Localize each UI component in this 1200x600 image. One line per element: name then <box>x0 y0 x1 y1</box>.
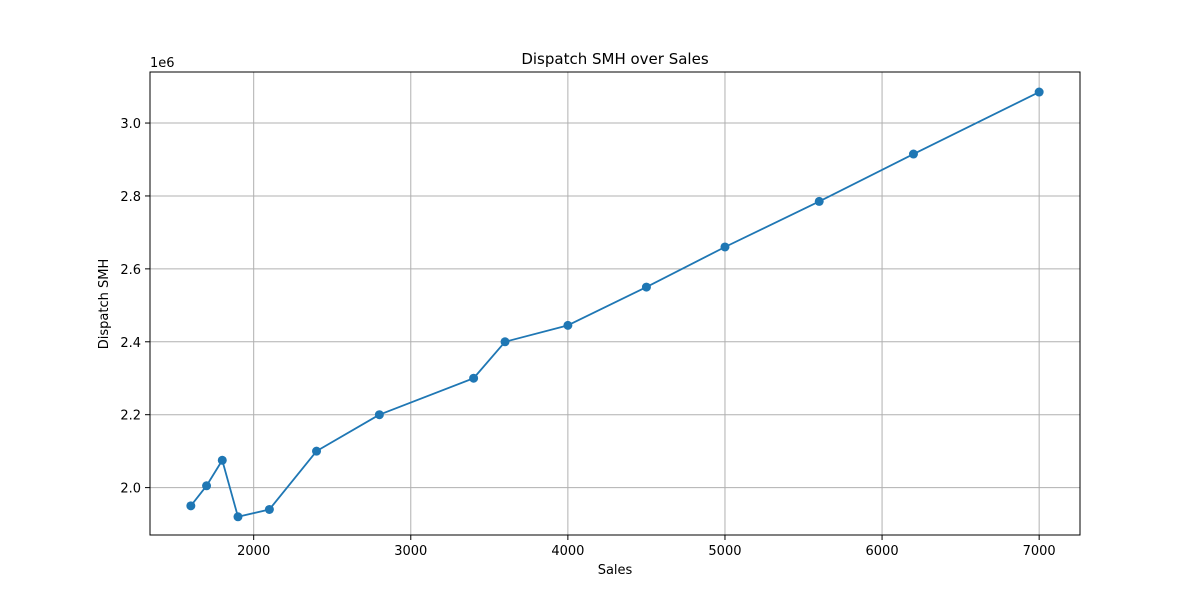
data-point <box>374 410 384 420</box>
data-point <box>202 481 212 491</box>
data-point <box>908 149 918 159</box>
grid <box>150 72 1080 535</box>
data-point <box>500 337 510 347</box>
data-point <box>233 512 243 522</box>
plot-frame <box>149 71 1081 536</box>
data-point <box>186 501 196 511</box>
data-point <box>814 196 824 206</box>
x-tick-label: 3000 <box>394 544 427 559</box>
x-tick-label: 5000 <box>708 544 741 559</box>
y-tick-label: 2.6 <box>120 263 141 278</box>
y-tick-label: 2.4 <box>120 336 141 351</box>
series-layer <box>186 87 1044 522</box>
x-tick-label: 6000 <box>866 544 899 559</box>
data-point <box>563 320 573 330</box>
x-axis-label: Sales <box>598 563 633 578</box>
x-tick-label: 7000 <box>1023 544 1056 559</box>
y-tick-label: 2.8 <box>120 190 141 205</box>
data-point <box>469 373 479 383</box>
chart-title: Dispatch SMH over Sales <box>521 50 708 68</box>
data-point <box>217 455 227 465</box>
data-point <box>1034 87 1044 97</box>
x-tick-label: 4000 <box>551 544 584 559</box>
y-offset-label: 1e6 <box>150 56 175 71</box>
ticks: 2000 3000 4000 5000 6000 7000 2.0 2.2 2.4 2.6 2.8 3… <box>120 117 1055 559</box>
y-tick-label: 3.0 <box>120 117 141 132</box>
y-tick-label: 2.0 <box>120 482 141 497</box>
data-point <box>312 446 322 456</box>
data-point <box>264 504 274 514</box>
y-axis-label: Dispatch SMH <box>97 259 112 349</box>
y-tick-label: 2.2 <box>120 409 141 424</box>
x-tick-label: 2000 <box>237 544 270 559</box>
data-point <box>641 282 651 292</box>
data-point <box>720 242 730 252</box>
